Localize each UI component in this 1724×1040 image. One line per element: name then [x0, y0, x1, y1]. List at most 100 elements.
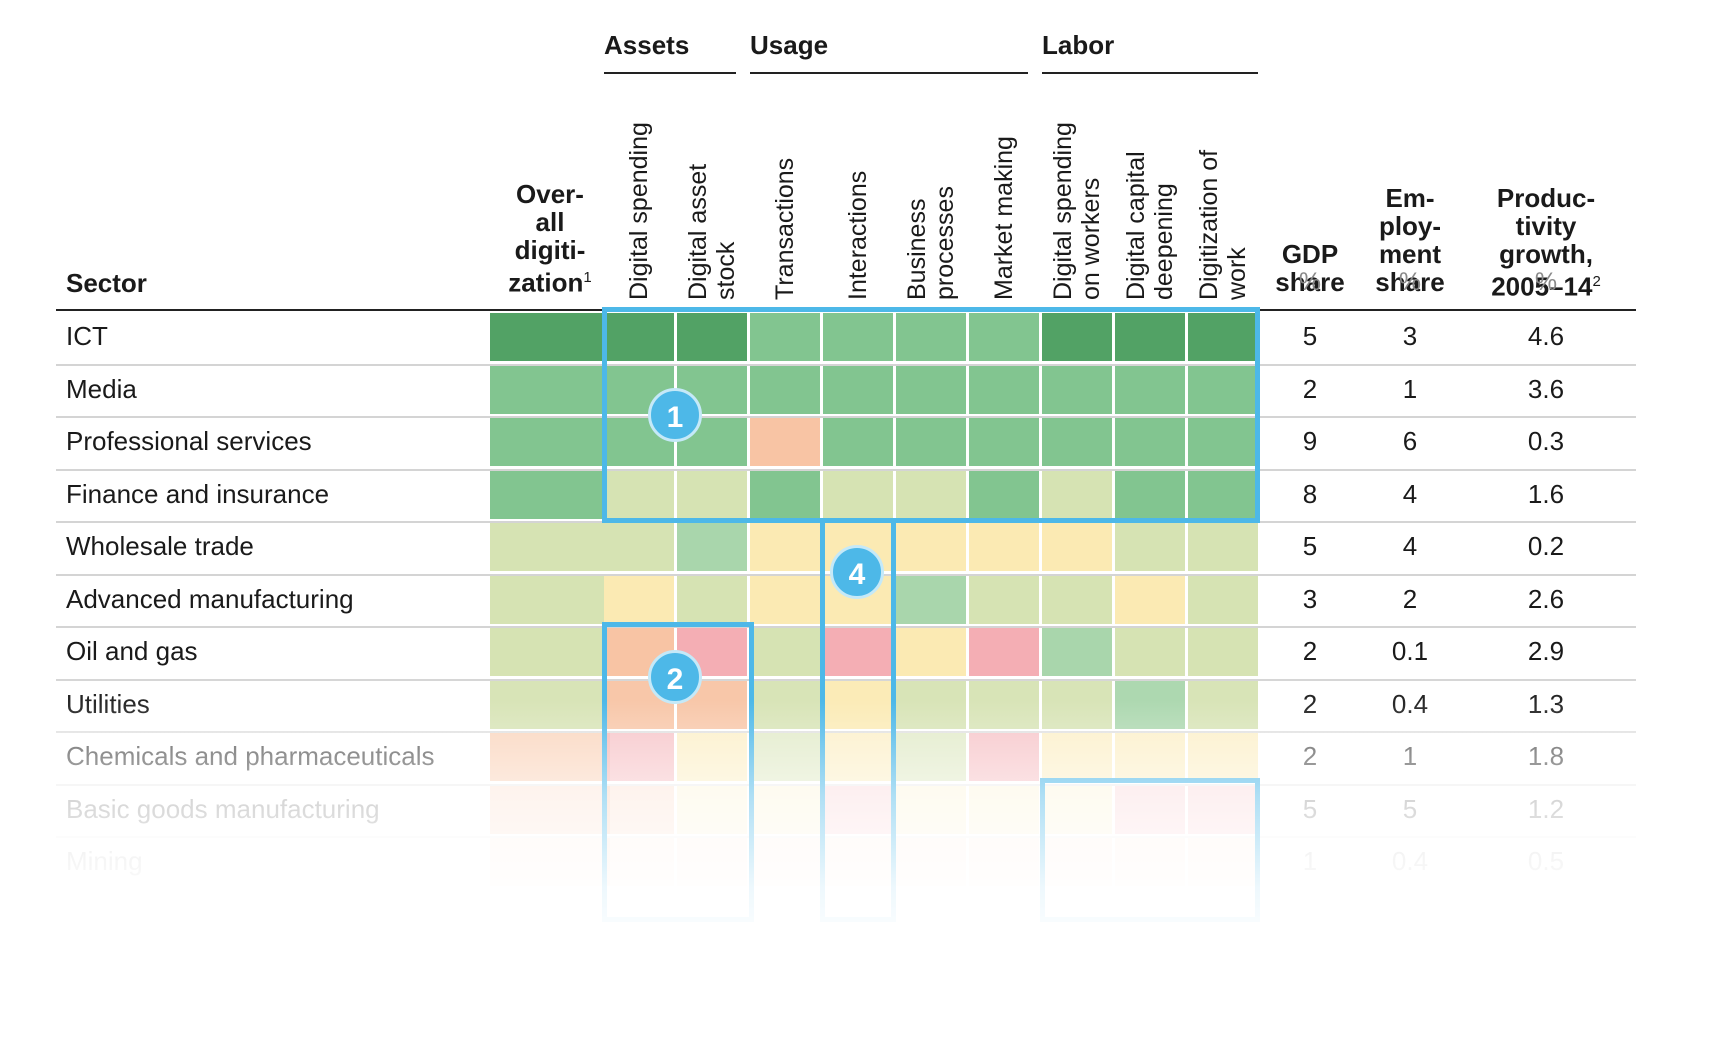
heat-cell — [750, 628, 820, 676]
sector-label: Oil and gas — [66, 636, 198, 666]
heat-cell — [604, 313, 674, 361]
value-emp: 6 — [1402, 426, 1418, 456]
sector-label: Professional services — [66, 426, 312, 456]
column-header-line: on workers — [1077, 177, 1105, 300]
group-title-assets: Assets — [604, 30, 690, 60]
column-header-line: Digital spending — [1049, 122, 1077, 300]
heat-cell — [1115, 628, 1185, 676]
heat-cell — [750, 313, 820, 361]
column-header-gdp: GDP share — [1275, 239, 1345, 297]
column-header-emp: Em-ploy-ment share — [1375, 183, 1445, 297]
heat-cell — [969, 470, 1039, 519]
sector-header: Sector — [66, 268, 147, 298]
group-rule-labor — [1042, 72, 1258, 74]
heat-cell — [1042, 365, 1112, 414]
badge-2: 2 — [648, 650, 702, 704]
unit-gdp: % — [1298, 268, 1322, 296]
heat-cell — [969, 365, 1039, 414]
value-emp: 0.1 — [1391, 636, 1429, 666]
heat-cell — [896, 470, 966, 519]
heat-cell — [677, 523, 747, 571]
heat-cell — [896, 628, 966, 676]
row-divider — [56, 363, 1636, 366]
heat-cell — [1042, 418, 1112, 466]
heat-cell — [1188, 470, 1258, 519]
heat-cell — [969, 313, 1039, 361]
value-gdp: 5 — [1302, 531, 1318, 561]
heat-cell — [490, 313, 610, 361]
heat-cell — [1042, 470, 1112, 519]
bottom-fade-overlay — [0, 700, 1724, 1040]
heat-cell — [1188, 575, 1258, 624]
value-prod: 3.6 — [1527, 373, 1565, 404]
value-prod: 1.6 — [1527, 478, 1565, 509]
unit-prod: % — [1534, 268, 1558, 296]
heat-cell — [677, 575, 747, 624]
heat-cell — [604, 470, 674, 519]
group-rule-usage — [750, 72, 1028, 74]
column-header-prod: Produc-tivity growth, 2005–142 — [1491, 183, 1601, 302]
unit-emp: % — [1398, 268, 1422, 296]
heat-cell — [1042, 523, 1112, 571]
value-prod: 2.6 — [1527, 583, 1565, 614]
column-header-line: Digital asset — [684, 163, 712, 300]
group-title-labor: Labor — [1042, 30, 1115, 60]
group-title-usage: Usage — [750, 30, 829, 60]
highlight-box-1 — [602, 307, 1260, 523]
column-header-line: Market making — [990, 136, 1018, 300]
value-emp: 4 — [1402, 531, 1418, 561]
column-header-line: Digitization of — [1195, 149, 1223, 300]
heat-cell — [969, 523, 1039, 571]
heat-cell — [1188, 313, 1258, 361]
value-emp: 4 — [1402, 478, 1418, 509]
heat-cell — [490, 575, 610, 624]
heat-cell — [1115, 418, 1185, 466]
heat-cell — [969, 575, 1039, 624]
heat-cell — [823, 418, 893, 466]
heat-cell — [969, 628, 1039, 676]
row-divider — [56, 678, 1636, 681]
badge-1: 1 — [648, 388, 702, 442]
value-gdp: 5 — [1302, 321, 1318, 351]
column-header-line: deepening — [1150, 183, 1178, 300]
value-gdp: 2 — [1302, 373, 1318, 404]
sector-label: Advanced manufacturing — [66, 583, 354, 614]
column-header-line: Business — [903, 198, 931, 300]
value-gdp: 8 — [1302, 478, 1318, 509]
value-gdp: 2 — [1302, 636, 1318, 666]
heat-cell — [1042, 313, 1112, 361]
value-prod: 0.2 — [1527, 531, 1565, 561]
heat-cell — [750, 575, 820, 624]
heat-cell — [1042, 628, 1112, 676]
heat-cell — [677, 470, 747, 519]
heat-cell — [490, 470, 610, 519]
heat-cell — [1188, 628, 1258, 676]
heat-cell — [490, 365, 610, 414]
heat-cell — [1115, 470, 1185, 519]
heat-cell — [490, 418, 610, 466]
heat-cell — [823, 470, 893, 519]
heat-cell — [677, 313, 747, 361]
heat-cell — [969, 418, 1039, 466]
heat-cell — [750, 418, 820, 466]
heat-cell — [823, 365, 893, 414]
heat-cell — [604, 575, 674, 624]
value-prod: 0.3 — [1527, 426, 1565, 456]
heat-cell — [823, 313, 893, 361]
heat-cell — [1115, 313, 1185, 361]
heat-cell — [896, 313, 966, 361]
heat-cell — [1115, 523, 1185, 571]
heat-cell — [750, 523, 820, 571]
heat-cell — [896, 575, 966, 624]
heat-cell — [750, 470, 820, 519]
heat-cell — [1188, 523, 1258, 571]
column-header-line: Interactions — [844, 170, 872, 300]
column-header-line: Digital capital — [1122, 151, 1150, 300]
heat-cell — [604, 523, 674, 571]
column-header-line: processes — [931, 186, 959, 300]
group-rule-assets — [604, 72, 736, 74]
value-prod: 4.6 — [1527, 321, 1565, 351]
sector-label: Finance and insurance — [66, 478, 330, 509]
heat-cell — [896, 523, 966, 571]
value-gdp: 3 — [1302, 583, 1318, 614]
